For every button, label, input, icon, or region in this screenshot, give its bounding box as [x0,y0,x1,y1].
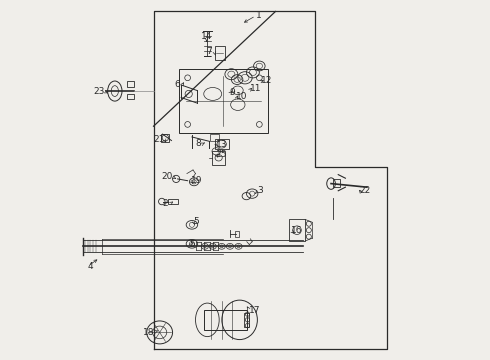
Text: 22: 22 [360,186,371,195]
Text: 20: 20 [161,172,172,181]
Bar [212,150,225,165]
Text: 2: 2 [162,199,168,208]
Text: 1: 1 [256,10,262,19]
Text: 8: 8 [196,139,201,148]
Bar [215,139,228,149]
Bar [126,81,134,87]
Text: 4: 4 [88,262,94,271]
Bar [215,45,225,60]
Text: 14: 14 [201,32,212,41]
Bar [168,199,177,204]
Text: 11: 11 [250,84,262,93]
Text: 10: 10 [236,92,248,101]
Text: 12: 12 [261,76,272,85]
Text: 16: 16 [291,226,302,235]
Bar [235,230,239,237]
Text: 15: 15 [216,150,228,159]
Bar [333,179,340,187]
Bar [179,69,269,134]
Bar [289,220,305,241]
Text: 13: 13 [216,140,227,149]
Text: 17: 17 [248,306,260,315]
Text: 21: 21 [153,135,164,144]
Bar [126,94,134,99]
Text: 7: 7 [206,47,212,56]
Bar [204,310,247,330]
Bar [244,313,248,327]
Bar [210,134,219,141]
Text: 3: 3 [257,186,263,195]
Text: 5: 5 [193,217,199,226]
Text: 18: 18 [143,328,155,337]
Text: 23: 23 [93,86,104,95]
Text: 6: 6 [174,81,180,90]
Text: 9: 9 [230,87,235,96]
Bar [161,134,170,141]
Text: 19: 19 [191,176,202,185]
Text: 5: 5 [190,240,195,249]
